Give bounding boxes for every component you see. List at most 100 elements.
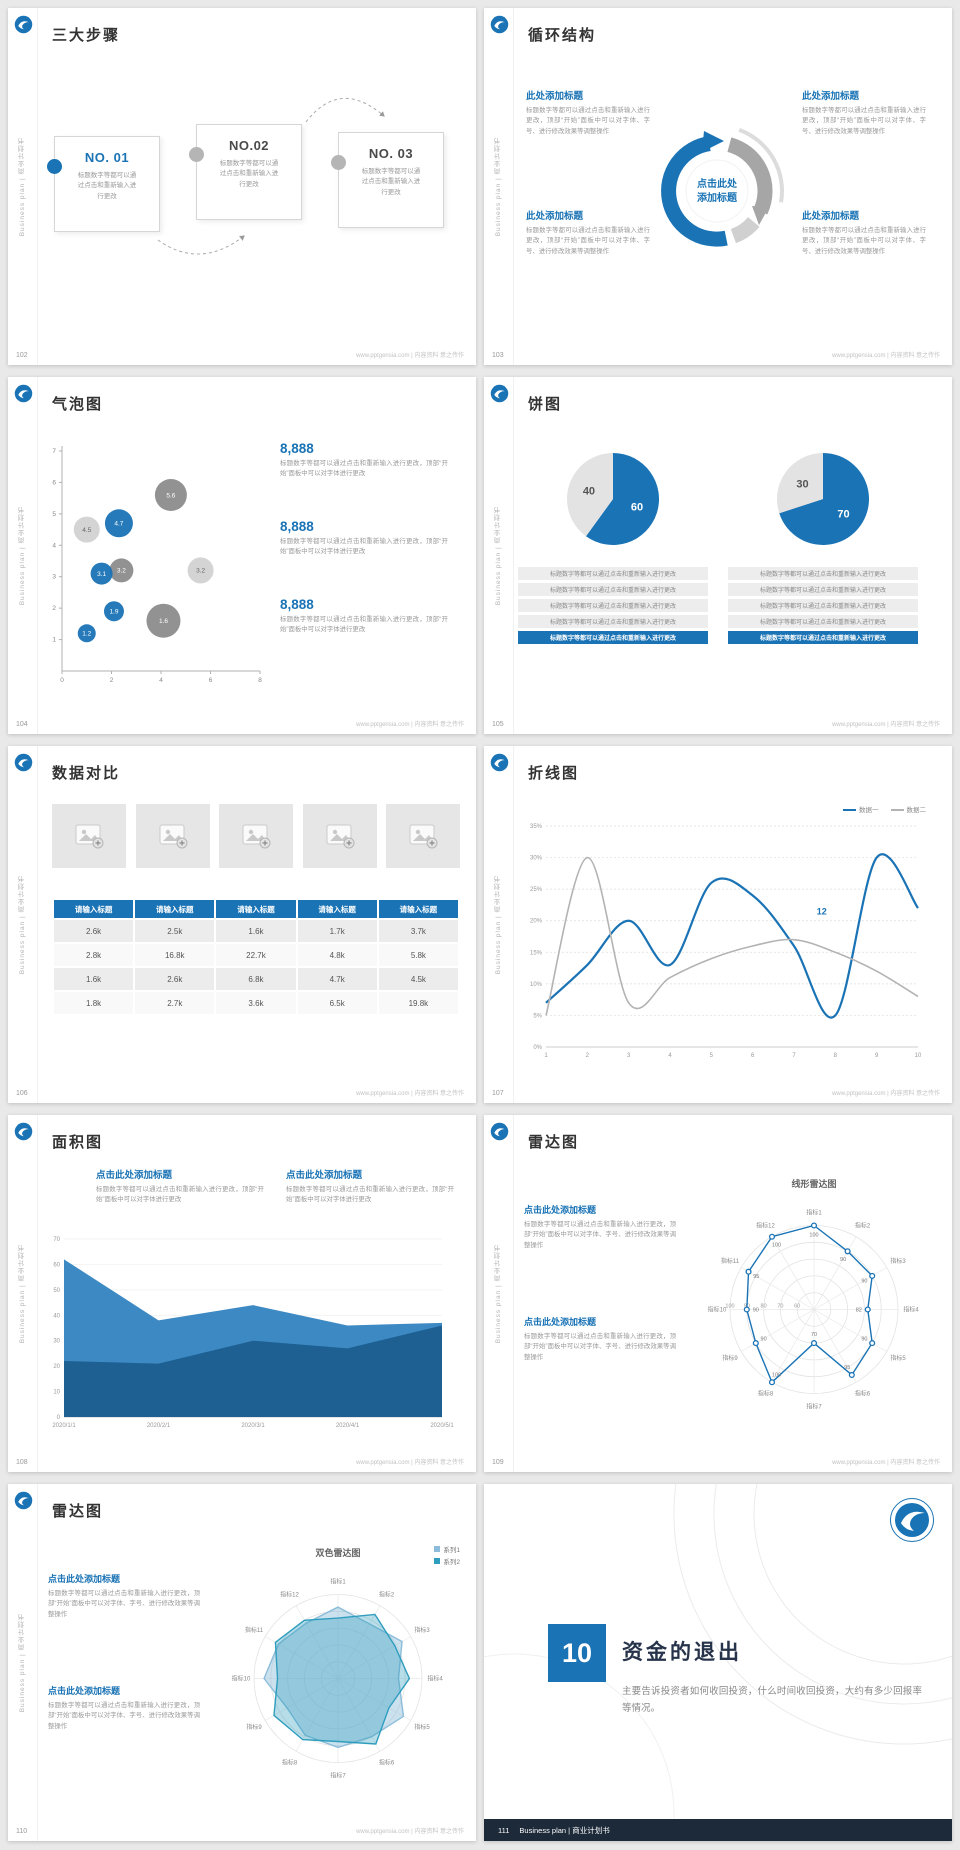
svg-text:0: 0 bbox=[57, 1415, 61, 1421]
caption-row: 标题数字等都可以通过点击和重新输入进行更改 bbox=[518, 599, 708, 612]
step-card-1: NO. 01 标题数字等都可以通过点击和重新输入进行更改 bbox=[47, 136, 160, 232]
brand-logo-icon bbox=[490, 1122, 509, 1141]
svg-text:70: 70 bbox=[53, 1237, 60, 1243]
step-bullet-icon bbox=[47, 159, 62, 174]
caption-row: 标题数字等都可以通过点击和重新输入进行更改 bbox=[728, 615, 918, 628]
stat-text: 标题数字等都可以通过点击和重新输入进行更改，顶部“开始”面板中可以对字体进行更改 bbox=[280, 538, 448, 555]
brand-logo-icon bbox=[14, 15, 33, 34]
brand-logo-large-icon bbox=[888, 1496, 936, 1544]
legend-item: 系列1 bbox=[434, 1544, 460, 1554]
block-title: 此处添加标题 bbox=[526, 91, 584, 102]
radar-text-block-1: 点击此处添加标题 标题数字等都可以通过点击和重新输入进行更改，顶部“开始”面板中… bbox=[48, 1572, 200, 1620]
stat-text: 标题数字等都可以通过点击和重新输入进行更改，顶部“开始”面板中可以对字体进行更改 bbox=[280, 616, 448, 633]
page-number: 107 bbox=[492, 1090, 504, 1097]
svg-text:指标7: 指标7 bbox=[330, 1772, 346, 1780]
brand-logo-icon bbox=[14, 1491, 33, 1510]
svg-text:1: 1 bbox=[544, 1053, 548, 1059]
svg-text:指标1: 指标1 bbox=[806, 1209, 822, 1217]
slide-title: 饼图 bbox=[528, 396, 563, 413]
page-number: 109 bbox=[492, 1459, 504, 1466]
table-row: 2.6k 2.5k 1.6k 1.7k 3.7k bbox=[54, 920, 458, 942]
slide-108-area-chart[interactable]: Business plan | 商业计划书 面积图 点击此处添加标题 标题数字等… bbox=[8, 1115, 476, 1472]
svg-text:4.7: 4.7 bbox=[114, 521, 123, 528]
slide-111-section-divider[interactable]: 10 资金的退出 主要告诉投资者如何收回投资，什么时间收回投资，大约有多少回报率… bbox=[484, 1484, 952, 1841]
svg-text:30: 30 bbox=[53, 1339, 60, 1345]
image-placeholder bbox=[303, 804, 377, 868]
block-text: 标题数字等都可以通过点击和重新输入进行更改，顶部“开始”面板中可以对字体、字号、… bbox=[802, 107, 926, 135]
area-chart: 0 10 20 30 40 50 60 70 2020/1/1 2020/2/1 2020/3/1 2… bbox=[42, 1233, 454, 1433]
stat-block-2: 8,888 标题数字等都可以通过点击和重新输入进行更改，顶部“开始”面板中可以对… bbox=[280, 519, 448, 557]
table-cell: 19.8k bbox=[378, 992, 458, 1014]
block-title: 点击此处添加标题 bbox=[96, 1170, 173, 1181]
brand-logo-icon bbox=[14, 384, 33, 403]
svg-text:2: 2 bbox=[110, 677, 114, 684]
svg-text:1.6: 1.6 bbox=[159, 618, 168, 625]
svg-text:0: 0 bbox=[60, 677, 64, 684]
caption-row: 标题数字等都可以通过点击和重新输入进行更改 bbox=[728, 583, 918, 596]
slide-107-line-chart[interactable]: Business plan | 商业计划书 折线图 数据一 数据二 0% 5% 10… bbox=[484, 746, 952, 1103]
step-text: 标题数字等都可以通过点击和重新输入进行更改 bbox=[77, 172, 137, 200]
slide-104-bubble-chart[interactable]: Business plan | 商业计划书 气泡图 0 2 4 6 8 1 2 3 4 5 6 7 1.… bbox=[8, 377, 476, 734]
svg-text:100: 100 bbox=[772, 1372, 781, 1378]
slide-title: 气泡图 bbox=[52, 396, 104, 413]
svg-text:90: 90 bbox=[861, 1337, 867, 1343]
svg-text:1.2: 1.2 bbox=[82, 631, 91, 638]
table-cell: 4.8k bbox=[297, 944, 377, 966]
slide-title: 循环结构 bbox=[528, 27, 597, 44]
block-title: 点击此处添加标题 bbox=[524, 1317, 597, 1327]
svg-text:10%: 10% bbox=[530, 982, 543, 988]
sidebar-vertical-label: Business plan | 商业计划书 bbox=[18, 1243, 26, 1344]
slide-110-radar-dual[interactable]: Business plan | 商业计划书 雷达图 点击此处添加标题 标题数字等… bbox=[8, 1484, 476, 1841]
svg-text:12: 12 bbox=[817, 906, 827, 916]
svg-text:指标9: 指标9 bbox=[246, 1723, 262, 1731]
svg-text:8: 8 bbox=[258, 677, 262, 684]
table-cell: 2.6k bbox=[135, 968, 215, 990]
svg-text:30%: 30% bbox=[530, 856, 543, 862]
svg-text:3.2: 3.2 bbox=[117, 568, 126, 575]
sidebar-vertical-label: Business plan | 商业计划书 bbox=[494, 874, 502, 975]
svg-text:指标10: 指标10 bbox=[232, 1675, 251, 1683]
table-cell: 2.7k bbox=[135, 992, 215, 1014]
svg-text:82: 82 bbox=[856, 1308, 862, 1314]
svg-text:9: 9 bbox=[875, 1053, 879, 1059]
page-number: 104 bbox=[16, 721, 28, 728]
svg-text:60: 60 bbox=[794, 1304, 800, 1310]
svg-text:指标11: 指标11 bbox=[245, 1626, 264, 1634]
brand-logo-icon bbox=[490, 753, 509, 772]
svg-text:25%: 25% bbox=[530, 887, 543, 893]
table-header-cell: 请输入标题 bbox=[216, 900, 296, 918]
table-header-cell: 请输入标题 bbox=[378, 900, 458, 918]
slide-102-three-steps[interactable]: Business plan | 商业计划书 三大步骤 NO. 01 标题数字等都… bbox=[8, 8, 476, 365]
table-cell: 1.7k bbox=[297, 920, 377, 942]
page-number: 102 bbox=[16, 352, 28, 359]
step-number: NO. 03 bbox=[368, 146, 414, 161]
slide-105-pie-chart[interactable]: Business plan | 商业计划书 饼图 60 40 70 30 标题数字等… bbox=[484, 377, 952, 734]
table-row: 1.8k 2.7k 3.6k 6.5k 19.8k bbox=[54, 992, 458, 1014]
block-text: 标题数字等都可以通过点击和重新输入进行更改，顶部“开始”面板中可以对字体、字号、… bbox=[524, 1333, 676, 1361]
block-text: 标题数字等都可以通过点击和重新输入进行更改，顶部“开始”面板中可以对字体进行更改 bbox=[96, 1186, 264, 1203]
table-cell: 22.7k bbox=[216, 944, 296, 966]
slide-103-cycle[interactable]: Business plan | 商业计划书 循环结构 此处添加标题 标题数字等都… bbox=[484, 8, 952, 365]
svg-text:40: 40 bbox=[53, 1313, 60, 1319]
block-text: 标题数字等都可以通过点击和重新输入进行更改，顶部“开始”面板中可以对字体、字号、… bbox=[526, 227, 650, 255]
stat-value: 8,888 bbox=[280, 597, 314, 612]
slide-left-rail: Business plan | 商业计划书 bbox=[8, 1115, 38, 1472]
image-placeholder-icon bbox=[409, 824, 438, 849]
caption-row: 标题数字等都可以通过点击和重新输入进行更改 bbox=[728, 567, 918, 580]
table-row: 2.8k 16.8k 22.7k 4.8k 5.8k bbox=[54, 944, 458, 966]
svg-text:0%: 0% bbox=[533, 1045, 542, 1051]
svg-text:4: 4 bbox=[159, 677, 163, 684]
svg-text:6: 6 bbox=[751, 1053, 755, 1059]
slide-106-data-compare[interactable]: Business plan | 商业计划书 数据对比 请输入标题 请输入标题 请输入… bbox=[8, 746, 476, 1103]
cycle-text-block-bl: 此处添加标题 标题数字等都可以通过点击和重新输入进行更改，顶部“开始”面板中可以… bbox=[526, 208, 650, 257]
slide-left-rail: Business plan | 商业计划书 bbox=[484, 1115, 514, 1472]
image-placeholder-icon bbox=[75, 824, 104, 849]
slide-footer-bar: 111 Business plan | 商业计划书 bbox=[484, 1819, 952, 1841]
image-placeholder-icon bbox=[159, 824, 188, 849]
slide-109-radar-line[interactable]: Business plan | 商业计划书 雷达图 点击此处添加标题 标题数字等… bbox=[484, 1115, 952, 1472]
svg-text:70: 70 bbox=[837, 508, 849, 520]
table-header-cell: 请输入标题 bbox=[297, 900, 377, 918]
table-header-cell: 请输入标题 bbox=[54, 900, 134, 918]
svg-text:100: 100 bbox=[809, 1233, 818, 1239]
footer-site-text: www.pptgensia.com | 内容资料 意之传作 bbox=[356, 1460, 464, 1466]
